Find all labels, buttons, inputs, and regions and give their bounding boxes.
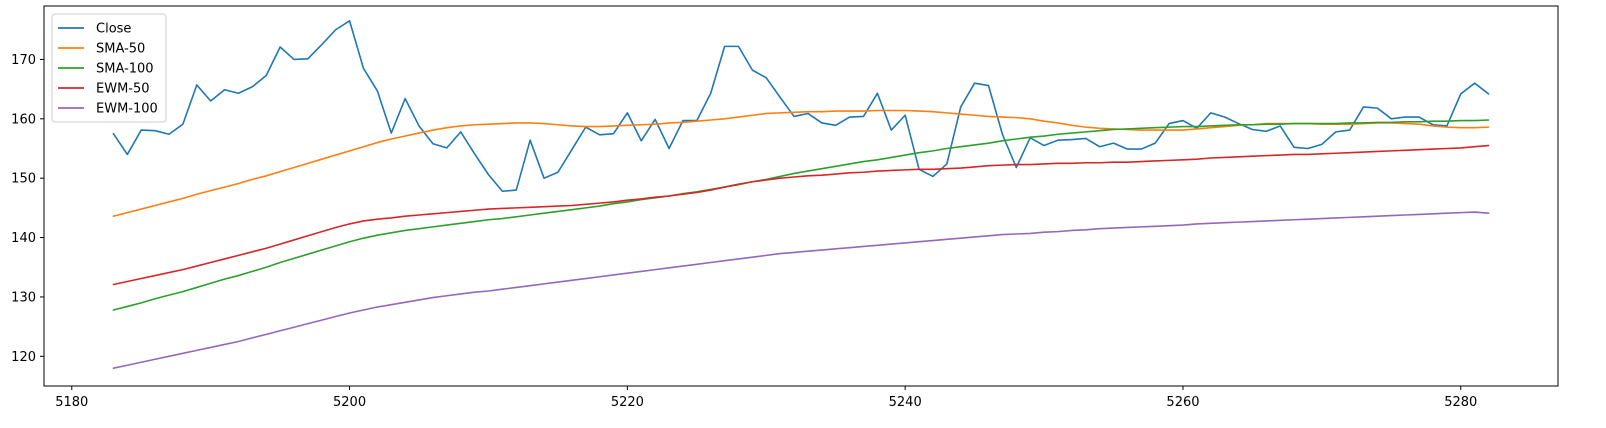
legend-label: SMA-50 <box>96 42 145 57</box>
series-line-ewm-50 <box>112 144 1490 286</box>
y-tick-label: 150 <box>11 172 36 187</box>
x-tick-label: 5240 <box>889 395 922 410</box>
series-line-close <box>112 20 1490 193</box>
y-tick-label: 140 <box>11 231 36 246</box>
x-tick-label: 5180 <box>55 395 88 410</box>
legend-entry: EWM-100 <box>58 102 158 117</box>
legend: Close SMA-50 SMA-100 EWM-50 EWM-100 <box>51 13 167 123</box>
x-tick-label: 5280 <box>1444 395 1477 410</box>
y-tick-label: 170 <box>11 53 36 68</box>
legend-label: EWM-100 <box>96 102 158 117</box>
legend-label: SMA-100 <box>96 62 154 77</box>
x-tick-label: 5200 <box>333 395 366 410</box>
y-tick-label: 130 <box>11 290 36 305</box>
legend-entry: SMA-100 <box>58 62 154 77</box>
y-tick-label: 160 <box>11 112 36 127</box>
legend-entry: EWM-50 <box>58 82 150 97</box>
y-axis: 120 130 140 150 160 170 <box>11 53 44 365</box>
x-tick-label: 5220 <box>611 395 644 410</box>
series-layer <box>112 20 1490 369</box>
series-line-sma-100 <box>112 119 1490 311</box>
x-tick-label: 5260 <box>1166 395 1199 410</box>
series-line-sma-50 <box>112 109 1490 217</box>
legend-entry: Close <box>58 22 131 37</box>
x-axis: 5180 5200 5220 5240 5260 5280 <box>55 386 1477 410</box>
y-tick-label: 120 <box>11 350 36 365</box>
legend-frame <box>51 13 167 123</box>
legend-label: Close <box>96 22 131 37</box>
legend-entry: SMA-50 <box>58 42 145 57</box>
plot-frame <box>43 5 1559 387</box>
legend-label: EWM-50 <box>96 82 150 97</box>
series-line-ewm-100 <box>112 211 1490 369</box>
